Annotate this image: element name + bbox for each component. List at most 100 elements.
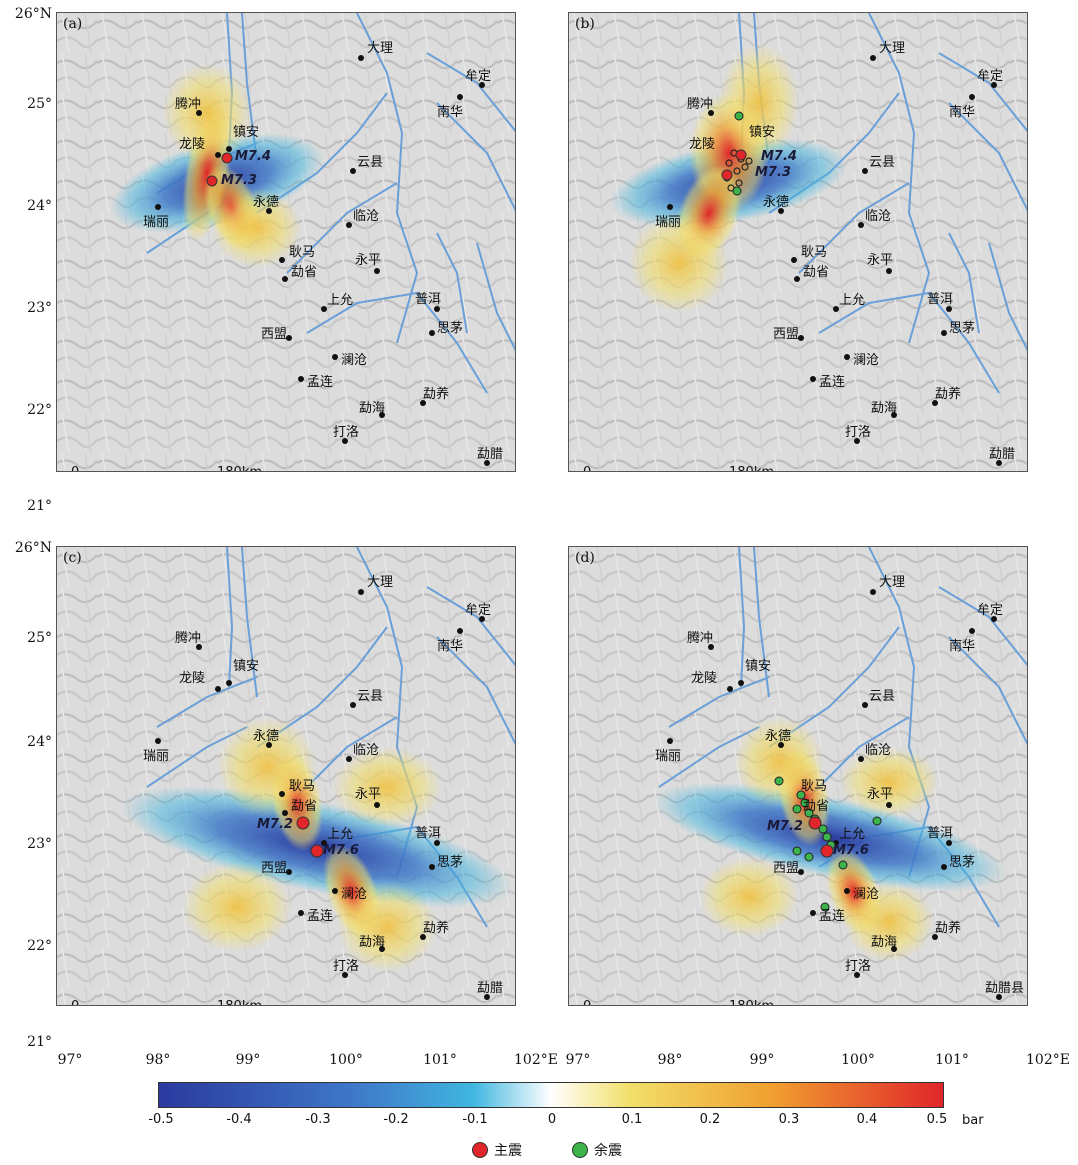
aftershock-marker-icon: [572, 1142, 588, 1158]
place-fuding-d: 牟定: [977, 603, 1004, 618]
colorbar-tick-1: -0.4: [226, 1112, 252, 1127]
mainshock-c-2: [310, 844, 324, 858]
city-dots: [155, 589, 490, 1000]
colorbar-tick-8: 0.3: [778, 1112, 800, 1127]
place-shangyun-c: 上允: [327, 827, 354, 842]
place-ruili-d: 瑞丽: [655, 749, 682, 764]
scale-zero-d: 0: [583, 999, 591, 1005]
mainshock-c-1: [296, 816, 310, 830]
lat-label-26-bottom: 26°N: [14, 540, 52, 556]
place-lancang-a: 澜沧: [341, 353, 368, 368]
place-ruili-a: 瑞丽: [143, 215, 170, 230]
lon-label-97-left: 97°: [57, 1052, 83, 1068]
lon-label-101-left: 101°: [423, 1052, 457, 1068]
place-ximeng-b: 西盟: [773, 327, 800, 342]
place-yongping-b: 永平: [867, 253, 894, 268]
lon-label-98-right: 98°: [657, 1052, 683, 1068]
map-d-svg: [569, 547, 1027, 1005]
place-ximeng-d: 西盟: [773, 861, 800, 876]
colorbar-tick-10: 0.5: [926, 1112, 948, 1127]
place-menglian-a: 孟连: [307, 375, 334, 390]
lat-label-23-top: 23°: [27, 300, 52, 316]
lat-label-22-top: 22°: [27, 402, 52, 418]
place-simao-d: 思茅: [949, 855, 976, 870]
colorbar-tick-5: 0: [547, 1112, 557, 1127]
colorbar-tick-7: 0.2: [699, 1112, 721, 1127]
place-dali-c: 大理: [367, 575, 394, 590]
colorbar: [158, 1082, 944, 1108]
colorbar-tick-6: 0.1: [621, 1112, 643, 1127]
event-label-b-2: M7.3: [755, 165, 791, 180]
map-panel-c: (c) M7.2 M7.6 大理 牟定 南华 腾冲 龙陵 镇安 云县 瑞丽 永德…: [56, 546, 516, 1006]
scale-dist-d: 180km: [729, 999, 774, 1005]
scale-dist-b: 180km: [729, 465, 774, 471]
legend-mainshock-label: 主震: [494, 1143, 522, 1159]
event-label-a-1: M7.4: [235, 149, 271, 164]
lon-label-99-right: 99°: [749, 1052, 775, 1068]
colorbar-tick-0: -0.5: [148, 1112, 174, 1127]
event-label-c-1: M7.2: [257, 817, 293, 832]
place-daluo-b: 打洛: [845, 425, 872, 440]
place-longling-b: 龙陵: [689, 137, 716, 152]
colorbar-unit: bar: [962, 1113, 984, 1128]
lon-label-97-right: 97°: [565, 1052, 591, 1068]
fault-lines: [738, 13, 1027, 394]
colorbar-tick-3: -0.2: [383, 1112, 409, 1127]
place-mengsheng-d: 勐省: [803, 799, 830, 814]
scale-zero-a: 0: [71, 465, 79, 471]
place-menglian-c: 孟连: [307, 909, 334, 924]
panel-letter-d: (d): [575, 550, 595, 566]
legend-mainshock: 主震: [472, 1140, 522, 1160]
colorbar-tick-2: -0.3: [305, 1112, 331, 1127]
place-tengchong-a: 腾冲: [175, 97, 202, 112]
lat-label-21-bottom: 21°: [27, 1034, 52, 1050]
place-menglaxian-d: 勐腊县: [985, 981, 1025, 996]
place-longling-d: 龙陵: [691, 671, 718, 686]
lon-label-99-left: 99°: [235, 1052, 261, 1068]
place-puer-b: 普洱: [927, 292, 954, 307]
aftershock-cluster-d: [774, 776, 882, 912]
place-yongde-a: 永德: [253, 195, 280, 210]
panel-letter-b: (b): [575, 16, 595, 32]
place-dali-b: 大理: [879, 41, 906, 56]
place-mengla-b: 勐腊: [989, 447, 1016, 462]
legend-aftershock: 余震: [572, 1140, 622, 1160]
place-nanhua-c: 南华: [437, 639, 464, 654]
place-fuding-a: 牟定: [465, 69, 492, 84]
map-a-svg: [57, 13, 515, 471]
place-gengma-b: 耿马: [801, 245, 828, 260]
event-label-c-2: M7.6: [323, 843, 359, 858]
lat-label-21-top: 21°: [27, 498, 52, 514]
aftershock-b-2: [732, 186, 742, 196]
mainshock-d-2: [820, 844, 834, 858]
place-mengyang-c: 勐养: [423, 921, 450, 936]
legend-aftershock-label: 余震: [594, 1143, 622, 1159]
place-zhenan-c: 镇安: [233, 659, 260, 674]
place-mengsheng-c: 勐省: [291, 799, 318, 814]
place-shangyun-a: 上允: [327, 293, 354, 308]
mainshock-a-1: [221, 152, 233, 164]
place-lincang-c: 临沧: [353, 743, 380, 758]
place-yongde-d: 永德: [765, 729, 792, 744]
place-dali-a: 大理: [367, 41, 394, 56]
place-daluo-d: 打洛: [845, 959, 872, 974]
lat-label-24-bottom: 24°: [27, 734, 52, 750]
event-label-a-2: M7.3: [221, 173, 257, 188]
lon-label-100-left: 100°: [329, 1052, 363, 1068]
lat-label-23-bottom: 23°: [27, 836, 52, 852]
lon-label-102-left: 102°E: [514, 1052, 558, 1068]
map-panel-a: (a) M7.4 M7.3 大理 牟定 南华 腾冲 镇安 龙陵 云县 瑞丽 永德…: [56, 12, 516, 472]
place-tengchong-b: 腾冲: [687, 97, 714, 112]
place-mengsheng-a: 勐省: [291, 265, 318, 280]
place-mengyang-b: 勐养: [935, 387, 962, 402]
place-mengyang-a: 勐养: [423, 387, 450, 402]
place-mengyang-d: 勐养: [935, 921, 962, 936]
place-yunxian-b: 云县: [869, 155, 896, 170]
place-lancang-d: 澜沧: [853, 887, 880, 902]
place-menglian-b: 孟连: [819, 375, 846, 390]
place-lancang-c: 澜沧: [341, 887, 368, 902]
scale-zero-b: 0: [583, 465, 591, 471]
lat-label-26-top: 26°N: [14, 6, 52, 22]
lon-label-101-right: 101°: [935, 1052, 969, 1068]
place-nanhua-b: 南华: [949, 105, 976, 120]
